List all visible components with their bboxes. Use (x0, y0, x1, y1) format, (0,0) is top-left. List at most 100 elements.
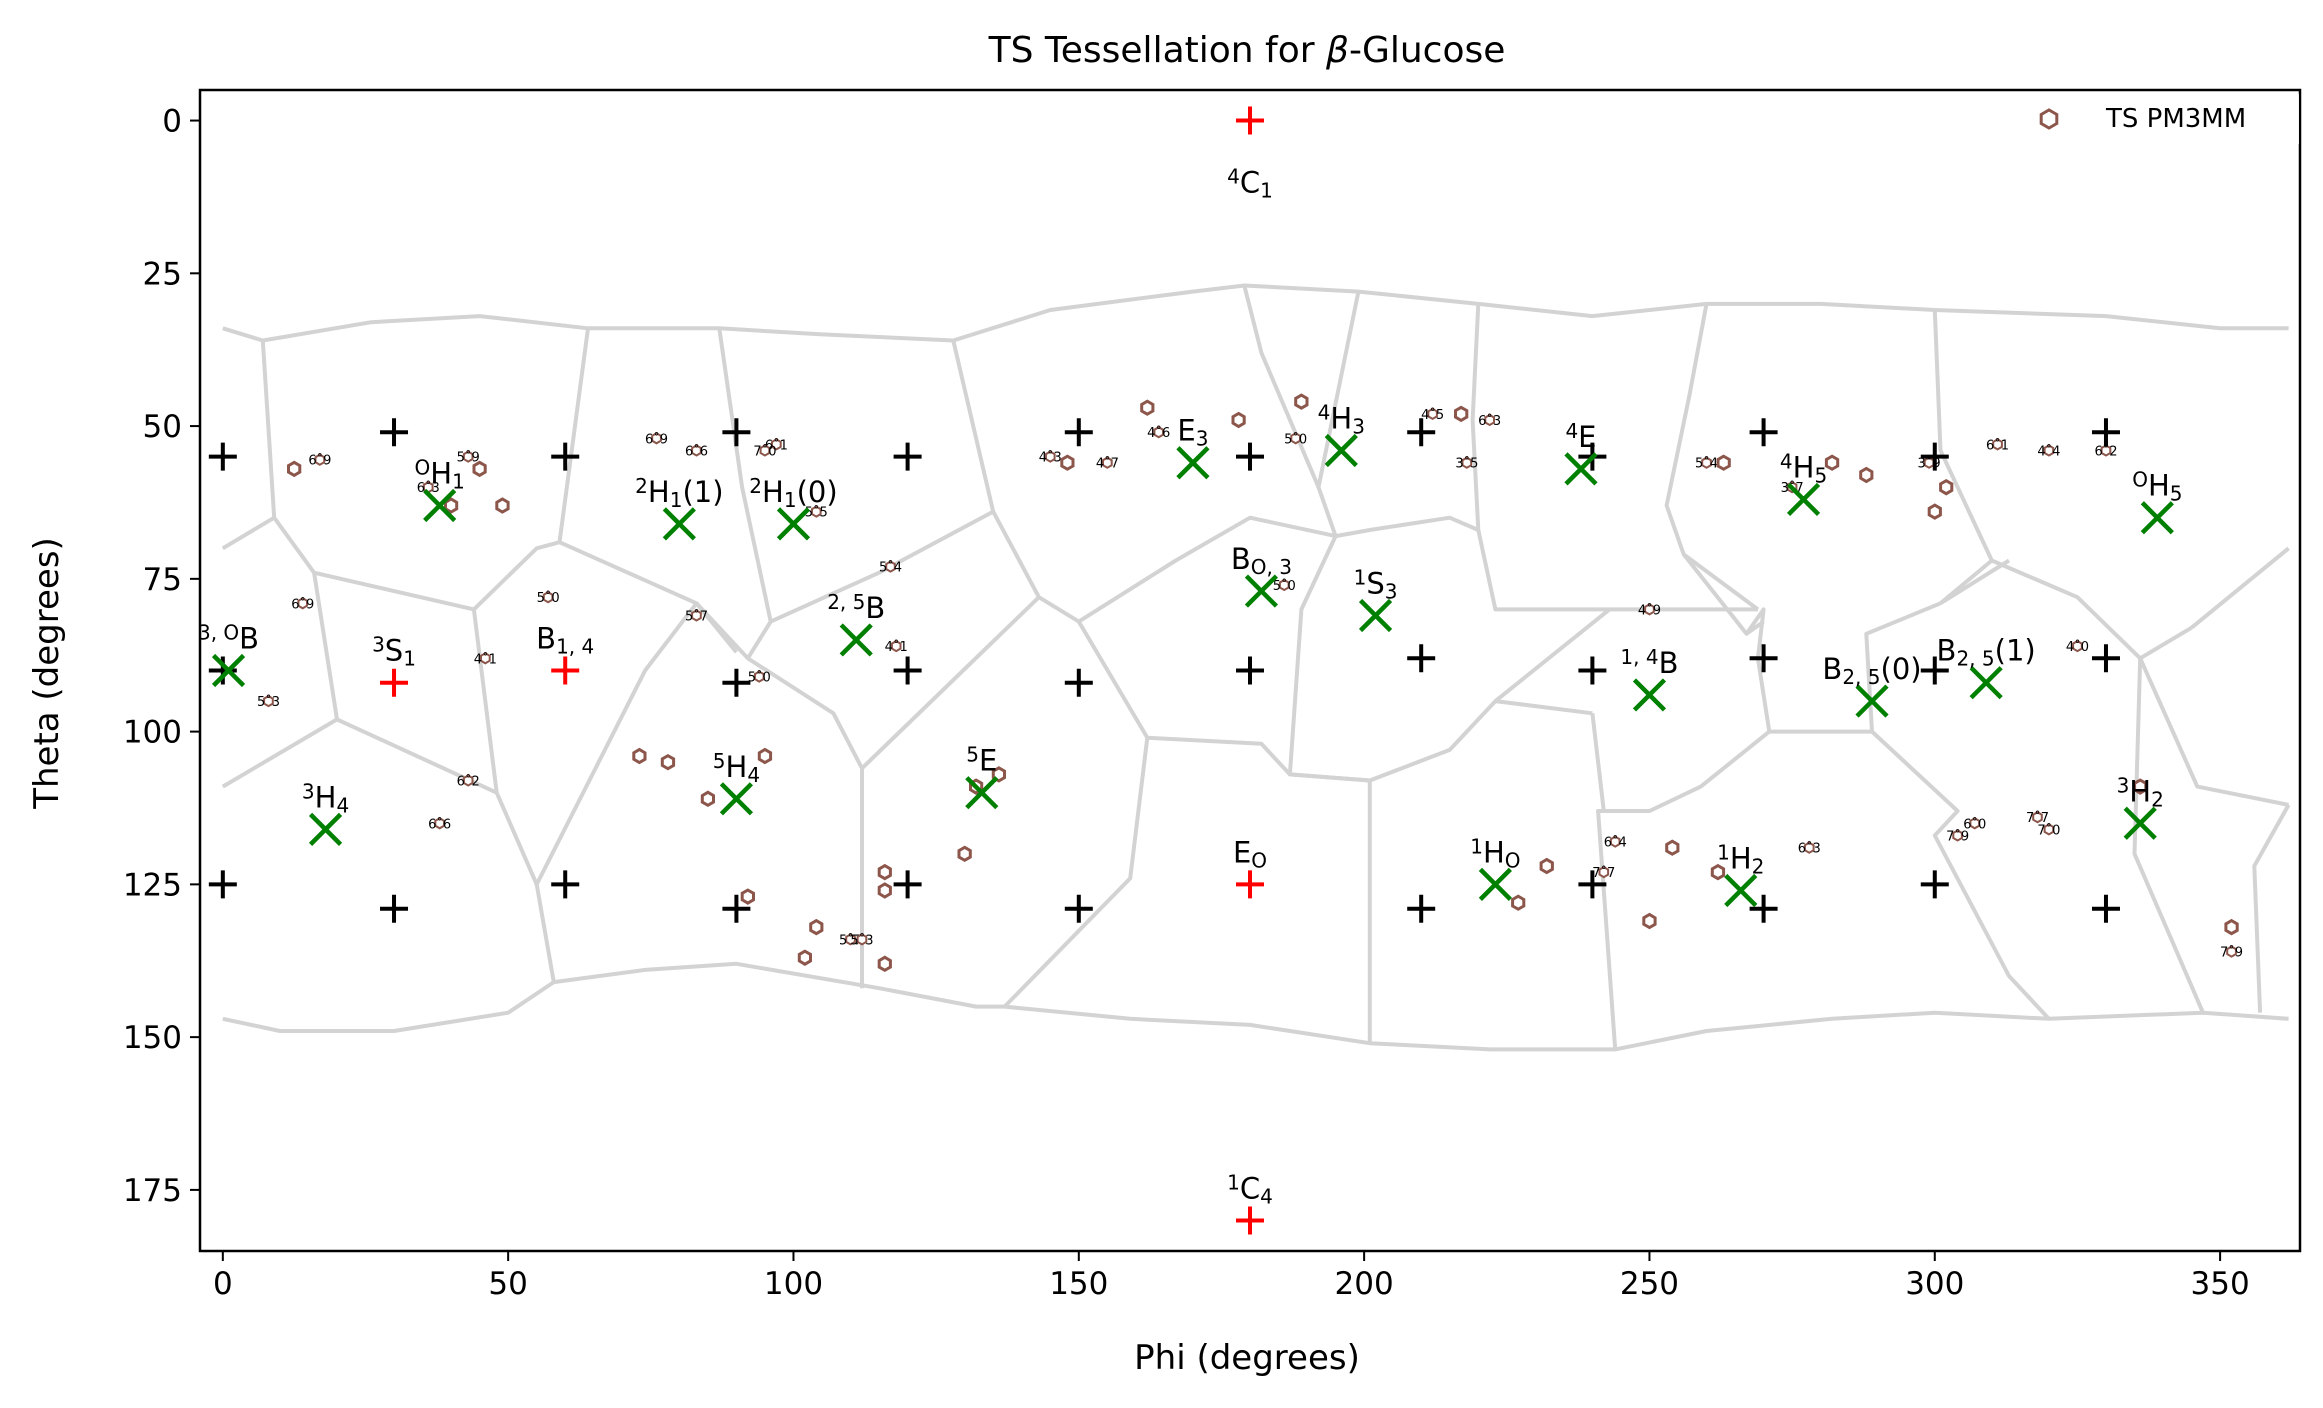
ts-point-label: 3˚5 (1455, 456, 1478, 472)
ts-point-label: 6˚3 (1478, 413, 1501, 429)
red-pole-plus (1236, 870, 1264, 899)
cluster-label: 5E (966, 743, 997, 778)
ts-point-label: 6˚3 (417, 480, 440, 496)
black-center-plus (1407, 894, 1436, 923)
red-pole-plus (1236, 106, 1264, 135)
ts-point-marker (1427, 407, 1438, 421)
ts-point-label: 6˚9 (645, 431, 668, 447)
ts-point-marker (263, 694, 274, 708)
ts-point-marker (480, 652, 491, 665)
ts-point-marker (2100, 444, 2112, 457)
legend-hexagon-shape (2039, 108, 2059, 130)
green-cluster-x (1358, 598, 1393, 633)
tessellation-boundary (746, 656, 864, 770)
black-center-plus (1749, 894, 1778, 923)
tessellation-boundary (1596, 730, 1771, 1050)
x-tick-label: 300 (1905, 1266, 1964, 1302)
green-cluster-x (308, 812, 343, 846)
tessellation-boundary (1287, 535, 1370, 783)
tessellation-boundary (1077, 515, 1337, 624)
tessellation-boundary (769, 509, 995, 624)
ts-point-marker (1140, 399, 1155, 416)
ts-point-marker (1278, 578, 1290, 592)
y-tick-label: 75 (143, 562, 182, 598)
ts-point-marker (1231, 411, 1246, 429)
green-cluster-x (1855, 684, 1889, 718)
ts-point-marker (1294, 393, 1309, 410)
ts-point-label: 5˚4 (1695, 456, 1718, 472)
ts-point-marker (472, 460, 487, 478)
ts-point-label: 5˚0 (1273, 578, 1296, 594)
ts-point-label: 5˚0 (1284, 431, 1307, 447)
ts-point-marker (660, 753, 676, 771)
pole-label: B1, 4 (536, 622, 594, 659)
cluster-label: B2, 5(0) (1822, 652, 1921, 689)
black-center-plus (893, 870, 922, 899)
black-center-plus (551, 870, 580, 899)
tessellation-boundary (1590, 713, 1606, 812)
ts-point-marker (1153, 426, 1164, 439)
black-center-plus (380, 418, 409, 447)
black-center-plus (1064, 668, 1093, 697)
cluster-label: 4H3 (1318, 401, 1365, 439)
cluster-label: 2, 5B (827, 590, 885, 625)
ts-point-marker (740, 888, 755, 905)
red-pole-plus (1236, 1206, 1264, 1235)
x-tick-label: 0 (213, 1266, 233, 1302)
ts-point-marker (2032, 811, 2043, 824)
ts-point-marker (1511, 894, 1526, 911)
cluster-label: 4E (1565, 419, 1596, 454)
y-tick-label: 0 (162, 104, 182, 140)
green-cluster-x (1176, 446, 1210, 480)
ts-point-marker (632, 747, 647, 765)
tessellation-boundary (1470, 303, 1758, 612)
red-pole-plus (380, 668, 409, 697)
ts-point-label: 6˚9 (291, 596, 314, 612)
green-cluster-x (1969, 666, 2003, 700)
ts-point-marker (957, 845, 972, 863)
black-center-plus (722, 894, 751, 923)
ts-point-label: 6˚4 (1604, 835, 1627, 851)
ts-point-marker (759, 444, 771, 457)
ts-point-marker (753, 670, 765, 683)
tessellation-boundary (2252, 803, 2291, 1013)
green-cluster-x (2140, 501, 2174, 535)
ts-point-marker (1461, 456, 1473, 469)
tessellation-boundary (221, 717, 498, 795)
cluster-label: 3H4 (302, 779, 349, 817)
ts-point-label: 6˚9 (308, 453, 331, 469)
ts-point-label: 6˚1 (765, 437, 788, 453)
ts-point-marker (757, 747, 773, 765)
ts-point-label: 6˚1 (1986, 437, 2009, 453)
tessellation-boundary (1682, 552, 1760, 612)
tessellation-boundary (860, 595, 1041, 770)
tessellation-boundary (2190, 546, 2290, 630)
chart-title: TS Tessellation for β-Glucose (988, 30, 1506, 71)
tessellation-boundary (1335, 515, 1480, 539)
black-center-plus (1236, 656, 1264, 685)
ts-point-marker (1859, 466, 1874, 484)
ts-point-label: 5˚0 (537, 590, 560, 606)
ts-point-marker (1803, 841, 1815, 854)
black-center-plus (722, 418, 751, 447)
pole-label: EO (1233, 835, 1267, 872)
ts-point-marker (1969, 817, 1981, 830)
y-tick-label: 175 (123, 1173, 182, 1209)
cluster-label: BO, 3 (1231, 542, 1292, 579)
ts-point-marker (1644, 603, 1655, 616)
black-center-plus (1920, 870, 1949, 899)
tessellation-boundary (1316, 291, 1361, 488)
x-axis-label: Phi (degrees) (1134, 1338, 1360, 1378)
ts-point-label: 7˚0 (753, 444, 776, 460)
ts-point-label: 4˚1 (474, 651, 497, 667)
green-cluster-x (1478, 867, 1512, 901)
ts-point-marker (542, 591, 554, 604)
ts-point-label: 7˚9 (1946, 828, 1969, 844)
ts-point-marker (314, 453, 326, 466)
ts-point-label: 4˚5 (1421, 407, 1444, 423)
ts-point-label: 5˚3 (257, 694, 280, 710)
black-center-plus (2091, 894, 2120, 923)
ts-point-marker (1665, 839, 1680, 856)
tessellation-boundary (1870, 730, 2051, 1021)
ts-point-label: 4˚9 (1638, 602, 1661, 618)
